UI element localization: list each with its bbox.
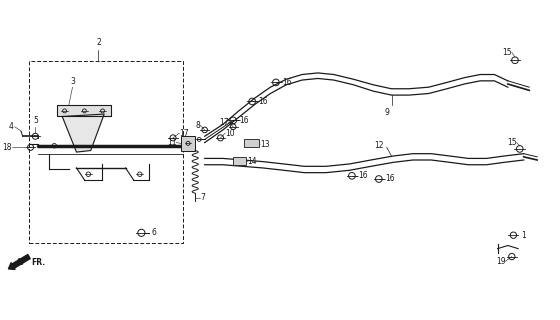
Text: 5: 5 xyxy=(33,116,38,125)
Text: 9: 9 xyxy=(384,108,389,117)
Text: 15: 15 xyxy=(507,138,516,147)
Text: 8: 8 xyxy=(195,121,200,130)
Text: FR.: FR. xyxy=(31,258,45,268)
Text: 16: 16 xyxy=(385,174,395,183)
Bar xyxy=(29,61,183,243)
Text: 4: 4 xyxy=(8,122,13,131)
Text: 18: 18 xyxy=(2,143,12,152)
Bar xyxy=(233,157,246,165)
Text: 16: 16 xyxy=(282,78,292,87)
Text: 3: 3 xyxy=(70,76,75,85)
Text: 7: 7 xyxy=(200,194,205,203)
Text: 16: 16 xyxy=(358,171,368,180)
Text: 12: 12 xyxy=(374,141,384,150)
Text: 17: 17 xyxy=(219,117,228,126)
Text: 16: 16 xyxy=(259,97,268,106)
Text: 13: 13 xyxy=(260,140,270,149)
Bar xyxy=(57,105,110,116)
Text: 14: 14 xyxy=(248,157,257,166)
Polygon shape xyxy=(62,114,104,152)
Text: 10: 10 xyxy=(225,129,235,138)
Text: 17: 17 xyxy=(179,129,189,138)
Bar xyxy=(181,136,195,150)
Text: 6: 6 xyxy=(152,228,157,237)
Text: 15: 15 xyxy=(502,48,512,57)
Text: 11: 11 xyxy=(167,138,176,147)
Text: 19: 19 xyxy=(496,257,506,266)
Text: 16: 16 xyxy=(240,116,249,125)
Bar xyxy=(244,140,259,147)
Text: 1: 1 xyxy=(521,231,526,240)
FancyArrow shape xyxy=(8,254,30,269)
Text: 2: 2 xyxy=(96,38,101,47)
